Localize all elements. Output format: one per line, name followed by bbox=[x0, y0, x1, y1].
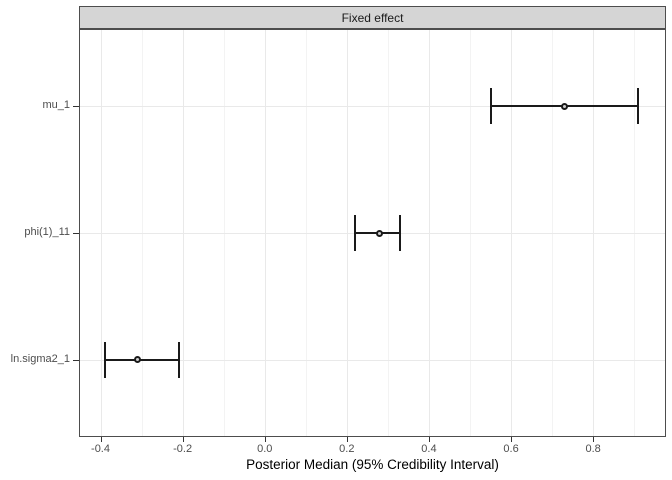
gridline-major bbox=[80, 359, 665, 361]
x-axis-title: Posterior Median (95% Credibility Interv… bbox=[246, 457, 499, 472]
x-axis-tick bbox=[182, 437, 184, 442]
x-axis-tick bbox=[100, 437, 102, 442]
errorbar-cap bbox=[177, 341, 180, 378]
errorbar-cap bbox=[103, 341, 106, 378]
x-axis-tick bbox=[346, 437, 348, 442]
y-tick-label: mu_1 bbox=[42, 99, 70, 112]
y-axis-tick bbox=[73, 233, 79, 234]
x-tick-label: -0.4 bbox=[91, 443, 110, 455]
x-tick-label: 0.2 bbox=[339, 443, 355, 455]
errorbar-cap bbox=[489, 88, 492, 125]
y-tick-label: phi(1)_11 bbox=[24, 226, 70, 238]
data-point bbox=[560, 102, 568, 110]
plot-panel bbox=[79, 29, 666, 437]
y-tick-label: ln.sigma2_1 bbox=[10, 352, 70, 365]
x-tick-label: 0.4 bbox=[421, 443, 437, 455]
data-point bbox=[376, 229, 384, 237]
y-axis-tick bbox=[73, 359, 79, 361]
errorbar-cap bbox=[399, 215, 402, 251]
errorbar-line bbox=[104, 358, 179, 361]
errorbar-cap bbox=[637, 88, 640, 125]
y-axis-tick bbox=[73, 106, 79, 108]
facet-strip: Fixed effect bbox=[79, 6, 666, 29]
x-axis-tick bbox=[264, 437, 266, 442]
x-axis-tick bbox=[511, 437, 513, 442]
x-axis-tick bbox=[428, 437, 430, 442]
facet-strip-label: Fixed effect bbox=[341, 10, 404, 25]
x-axis-tick bbox=[593, 437, 595, 442]
errorbar-cap bbox=[354, 215, 357, 251]
x-tick-label: 0.0 bbox=[257, 443, 273, 455]
x-tick-label: 0.8 bbox=[585, 443, 601, 455]
x-tick-label: -0.2 bbox=[173, 443, 193, 455]
gridline-major bbox=[80, 106, 665, 108]
data-point bbox=[133, 356, 141, 364]
x-tick-label: 0.6 bbox=[503, 443, 519, 455]
